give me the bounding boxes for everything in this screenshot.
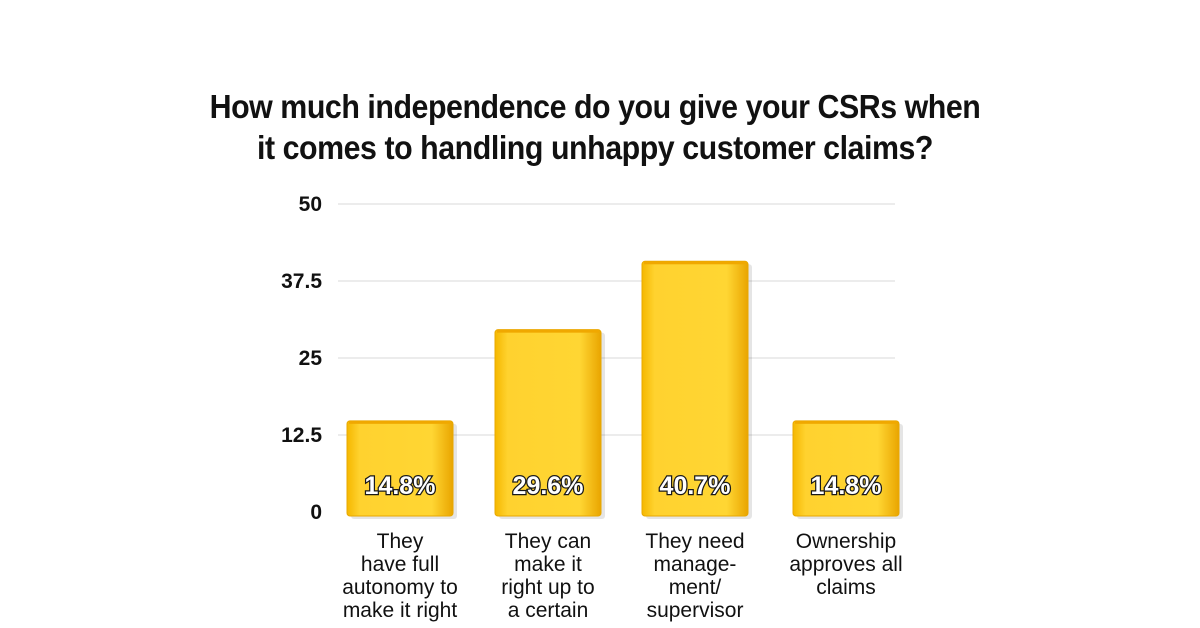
bar-value-label: 14.8% [811,472,882,500]
bar-top-edge [349,420,451,424]
x-category-label: They can make it right up to a certain [501,530,595,622]
y-tick-label: 25 [299,347,323,370]
y-tick-label: 37.5 [281,270,322,293]
y-axis: 0 12.5 25 37.5 50 [281,193,322,524]
bar [494,329,605,519]
chart-title: How much independence do you give your C… [48,86,1143,168]
grid-lines [338,203,895,436]
chart-title-line-1: How much independence do you give your C… [209,88,981,125]
bars [346,260,903,519]
bar [641,260,752,519]
bar-value-label: 14.8% [365,472,436,500]
y-tick-label: 0 [310,501,322,524]
bar-body [792,420,900,517]
data-labels: 14.8% 29.6% 40.7% 14.8% [363,471,882,502]
y-tick-label: 50 [299,193,322,216]
x-category-label: They have full autonomy to make it right [342,530,458,622]
y-tick-label: 12.5 [281,424,322,447]
bar [346,420,457,519]
bar-top-edge [644,261,746,265]
x-category-label: Ownership approves all claims [789,530,903,599]
bar [792,420,903,519]
bar-top-edge [497,329,599,333]
bar-body [346,420,454,517]
bar-value-label: 29.6% [513,472,584,500]
x-category-label: They need manage- ment/ supervisor [645,530,745,622]
chart-title-line-2: it comes to handling unhappy customer cl… [256,129,933,166]
bar-top-edge [795,420,897,424]
bar-value-label: 40.7% [660,472,731,500]
